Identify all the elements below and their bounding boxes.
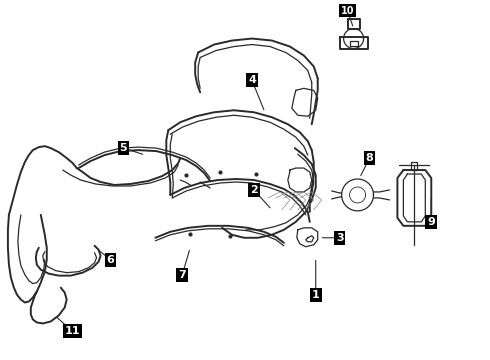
Text: 4: 4 [248, 75, 256, 85]
Text: 3: 3 [336, 233, 343, 243]
Text: 8: 8 [366, 153, 373, 163]
Text: 9: 9 [427, 217, 435, 227]
Text: 6: 6 [107, 255, 115, 265]
Text: 5: 5 [120, 143, 127, 153]
Text: 2: 2 [250, 185, 258, 195]
Text: 11: 11 [65, 327, 80, 336]
Text: 10: 10 [341, 6, 354, 15]
Text: 1: 1 [312, 289, 319, 300]
Text: 7: 7 [178, 270, 186, 280]
